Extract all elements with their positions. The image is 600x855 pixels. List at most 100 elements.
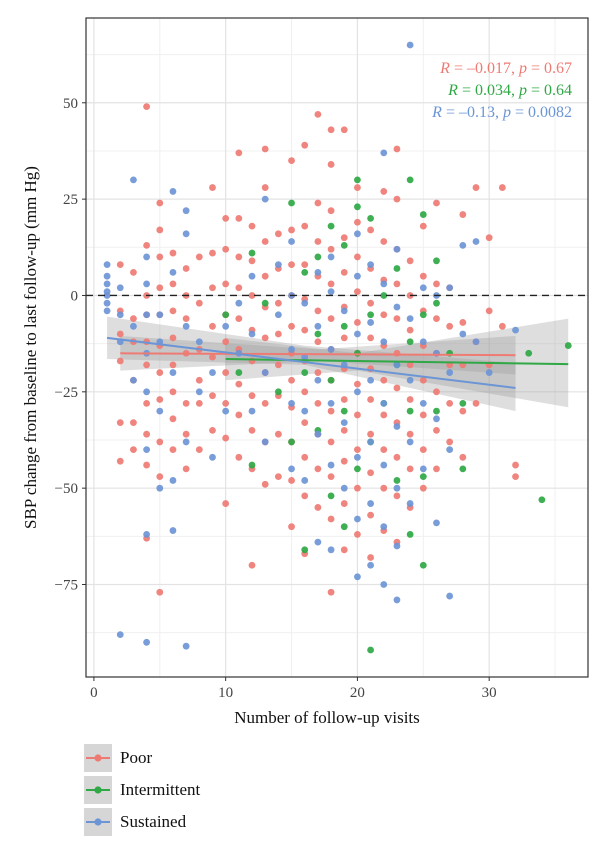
data-point bbox=[288, 346, 295, 353]
data-point bbox=[235, 284, 243, 292]
data-point bbox=[222, 322, 230, 330]
data-point bbox=[327, 126, 335, 134]
data-point bbox=[340, 484, 348, 492]
data-point bbox=[156, 311, 164, 319]
data-point bbox=[327, 492, 335, 500]
data-point bbox=[446, 438, 454, 446]
data-point bbox=[393, 303, 401, 311]
data-point bbox=[419, 399, 427, 407]
data-point bbox=[459, 399, 467, 407]
data-point bbox=[367, 299, 374, 307]
data-point bbox=[380, 238, 388, 245]
data-point bbox=[406, 465, 414, 473]
data-point bbox=[314, 338, 322, 346]
data-point bbox=[354, 218, 361, 226]
data-point bbox=[393, 361, 401, 369]
data-point bbox=[406, 41, 414, 49]
data-point bbox=[367, 469, 374, 477]
data-point bbox=[116, 284, 124, 292]
data-point bbox=[116, 419, 124, 427]
data-point bbox=[169, 388, 177, 396]
y-tick-label: 0 bbox=[71, 288, 79, 304]
data-point bbox=[143, 638, 151, 646]
data-point bbox=[354, 465, 361, 473]
correlation-annotation: R = –0.13, p = 0.0082 bbox=[431, 104, 572, 121]
data-point bbox=[380, 188, 388, 195]
data-point bbox=[209, 322, 216, 330]
data-point bbox=[143, 280, 151, 288]
data-point bbox=[433, 407, 440, 415]
data-point bbox=[433, 299, 440, 307]
data-point bbox=[248, 222, 256, 230]
data-point bbox=[419, 446, 427, 454]
data-point bbox=[380, 311, 388, 319]
data-point bbox=[446, 322, 454, 330]
data-point bbox=[182, 265, 190, 272]
data-point bbox=[314, 430, 322, 438]
data-point bbox=[340, 334, 348, 342]
data-point bbox=[288, 376, 295, 384]
data-point bbox=[301, 261, 309, 269]
data-point bbox=[485, 369, 493, 376]
data-point bbox=[222, 280, 230, 288]
data-point bbox=[459, 319, 467, 326]
data-point bbox=[130, 315, 137, 322]
data-point bbox=[419, 222, 427, 230]
data-point bbox=[340, 396, 348, 403]
data-point bbox=[222, 399, 230, 407]
data-point bbox=[116, 457, 124, 465]
data-point bbox=[472, 399, 480, 407]
data-point bbox=[195, 376, 203, 384]
data-point bbox=[446, 369, 454, 376]
data-point bbox=[314, 538, 322, 546]
data-point bbox=[433, 415, 440, 423]
data-point bbox=[538, 496, 546, 504]
data-point bbox=[261, 145, 269, 153]
data-point bbox=[314, 322, 322, 330]
data-point bbox=[327, 546, 335, 554]
data-point bbox=[261, 334, 269, 342]
data-point bbox=[209, 284, 216, 292]
data-point bbox=[459, 407, 467, 415]
data-point bbox=[156, 396, 164, 403]
data-point bbox=[169, 477, 177, 484]
data-point bbox=[235, 149, 243, 157]
data-point bbox=[248, 426, 256, 434]
data-point bbox=[327, 207, 335, 215]
data-point bbox=[195, 446, 203, 454]
data-point bbox=[340, 126, 348, 134]
data-point bbox=[314, 504, 322, 511]
data-point bbox=[143, 531, 151, 538]
data-point bbox=[235, 253, 243, 261]
data-point bbox=[393, 265, 401, 272]
data-point bbox=[433, 426, 440, 434]
data-point bbox=[354, 288, 361, 296]
legend: Poor Intermittent Sustained bbox=[84, 742, 200, 838]
data-point bbox=[419, 376, 427, 384]
data-point bbox=[274, 311, 282, 319]
data-point bbox=[393, 384, 401, 392]
data-point bbox=[169, 446, 177, 454]
data-point bbox=[261, 480, 269, 488]
data-point bbox=[261, 399, 269, 407]
legend-label-intermittent: Intermittent bbox=[120, 780, 201, 799]
data-point bbox=[340, 307, 348, 315]
data-point bbox=[406, 531, 414, 538]
data-point bbox=[169, 188, 177, 195]
data-point bbox=[354, 453, 361, 461]
data-point bbox=[182, 315, 190, 322]
legend-key-point bbox=[94, 786, 102, 794]
data-point bbox=[222, 214, 230, 222]
data-point bbox=[182, 438, 190, 446]
data-point bbox=[327, 407, 335, 415]
data-point bbox=[314, 369, 322, 376]
data-point bbox=[222, 407, 230, 415]
x-axis-title: Number of follow-up visits bbox=[234, 708, 420, 727]
data-point bbox=[261, 195, 269, 203]
data-point bbox=[248, 272, 256, 280]
data-point bbox=[195, 338, 203, 346]
data-point bbox=[433, 280, 440, 288]
data-point bbox=[380, 149, 388, 157]
data-point bbox=[367, 430, 374, 438]
data-point bbox=[380, 446, 388, 454]
